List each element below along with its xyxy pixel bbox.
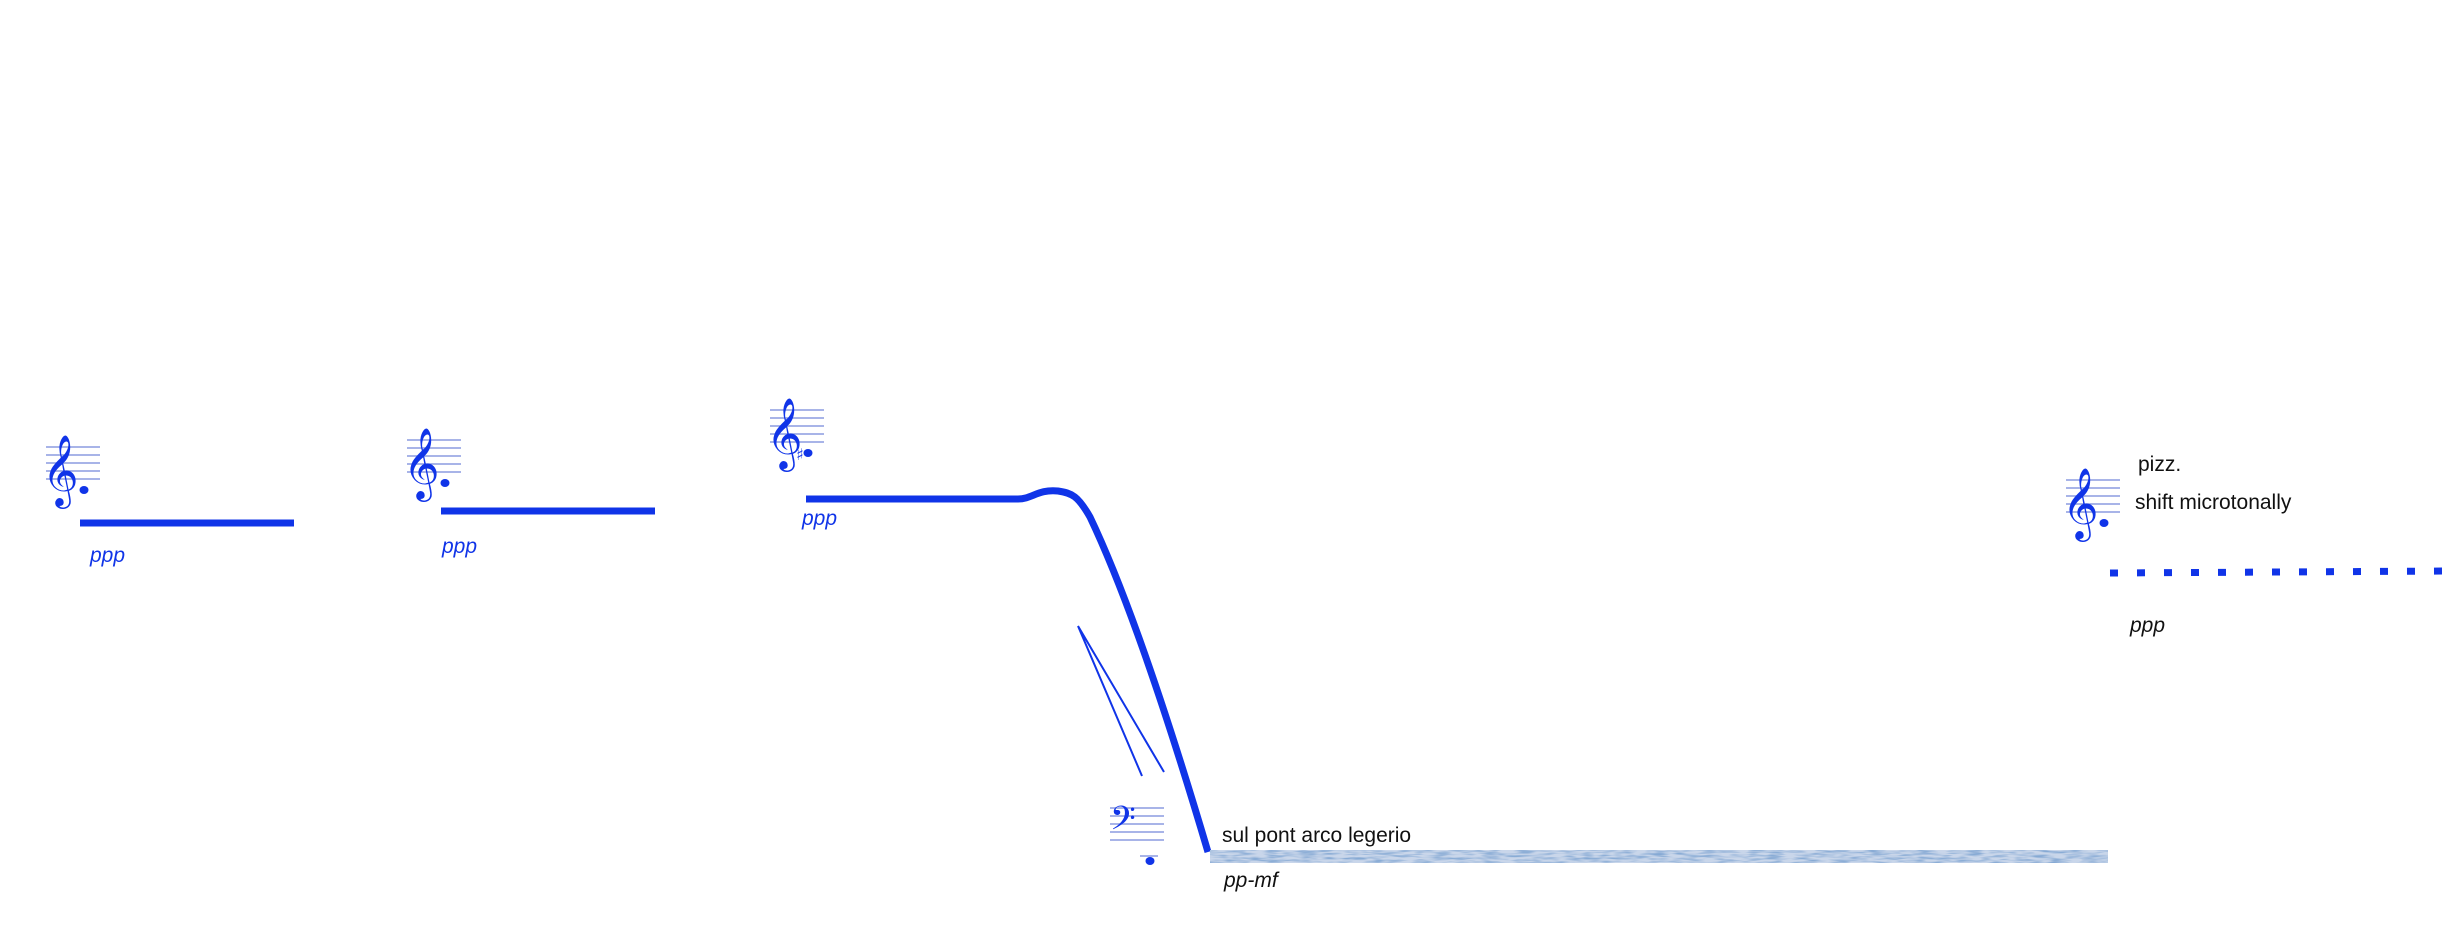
treble-clef-staff-1: 𝄞 (42, 433, 100, 509)
dynamic-marking-3: ppp (802, 507, 838, 530)
crescendo-hairpin (1077, 625, 1165, 777)
bass-clef-icon: 𝄢 (1110, 800, 1136, 846)
glissando-line-3 (806, 487, 1212, 853)
noise-texture-band (1210, 850, 2108, 863)
technique-label-5a: pizz. (2138, 453, 2182, 476)
dynamic-marking-1: ppp (90, 544, 126, 567)
dotted-line-5 (2109, 567, 2450, 577)
treble-clef-staff-5: 𝄞 (2062, 466, 2120, 542)
note-head (1145, 857, 1155, 865)
dynamic-marking-2: ppp (442, 535, 478, 558)
bass-clef-staff-4: 𝄢 (1110, 800, 1164, 865)
note-head (2099, 519, 2109, 527)
technique-label-5b: shift microtonally (2135, 491, 2292, 514)
dynamic-marking-5: ppp (2130, 614, 2166, 637)
treble-clef-icon: 𝄞 (403, 426, 440, 502)
treble-clef-staff-2: 𝄞 (403, 426, 461, 502)
sharp-icon: ♯ (796, 445, 804, 464)
technique-label-4: sul pont arco legerio (1222, 824, 1412, 847)
treble-clef-staff-3: 𝄞♯ (766, 396, 824, 472)
treble-clef-icon: 𝄞 (766, 396, 803, 472)
note-head (79, 486, 89, 494)
treble-clef-icon: 𝄞 (42, 433, 79, 509)
treble-clef-icon: 𝄞 (2062, 466, 2099, 542)
dynamic-marking-4: pp-mf (1224, 869, 1278, 892)
note-head (803, 449, 813, 457)
note-head (440, 479, 450, 487)
